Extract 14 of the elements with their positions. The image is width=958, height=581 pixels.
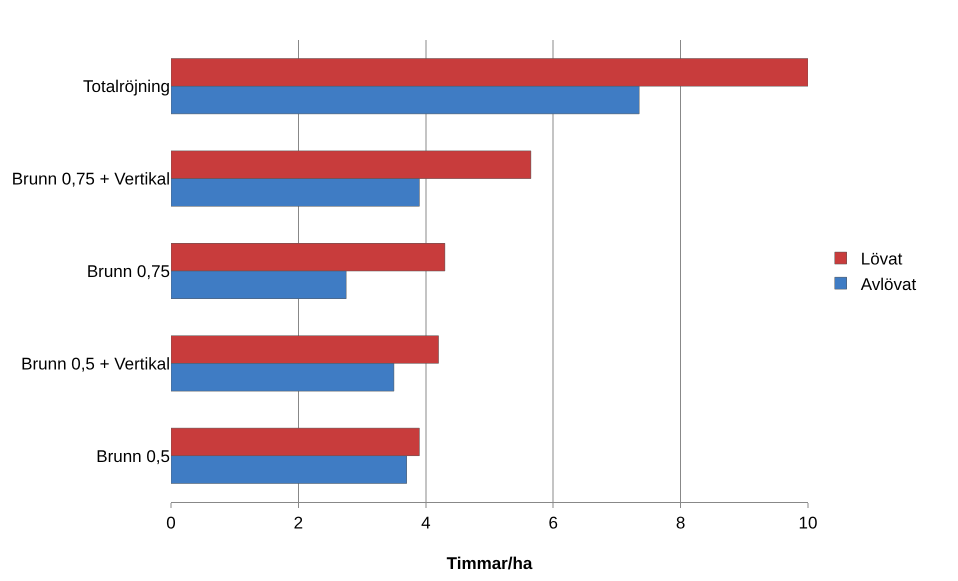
x-tick-label: 8 <box>676 513 686 532</box>
y-tick-label: Totalröjning <box>83 77 170 96</box>
x-tick-label: 10 <box>798 513 818 532</box>
x-tick-label: 0 <box>166 513 176 532</box>
y-tick-label: Brunn 0,5 + Vertikal <box>21 354 170 374</box>
legend-label: Avlövat <box>860 274 916 294</box>
x-axis-title: Timmar/ha <box>446 554 533 573</box>
x-tick-label: 2 <box>294 513 304 532</box>
y-tick-label: Brunn 0,75 <box>86 262 170 281</box>
x-tick-label: 4 <box>421 513 431 532</box>
y-tick-label: Brunn 0,5 <box>96 446 170 466</box>
y-tick-label: Brunn 0,75 + Vertikal <box>12 170 170 189</box>
x-tick-label: 6 <box>548 513 558 532</box>
legend-label: Lövat <box>860 250 903 269</box>
